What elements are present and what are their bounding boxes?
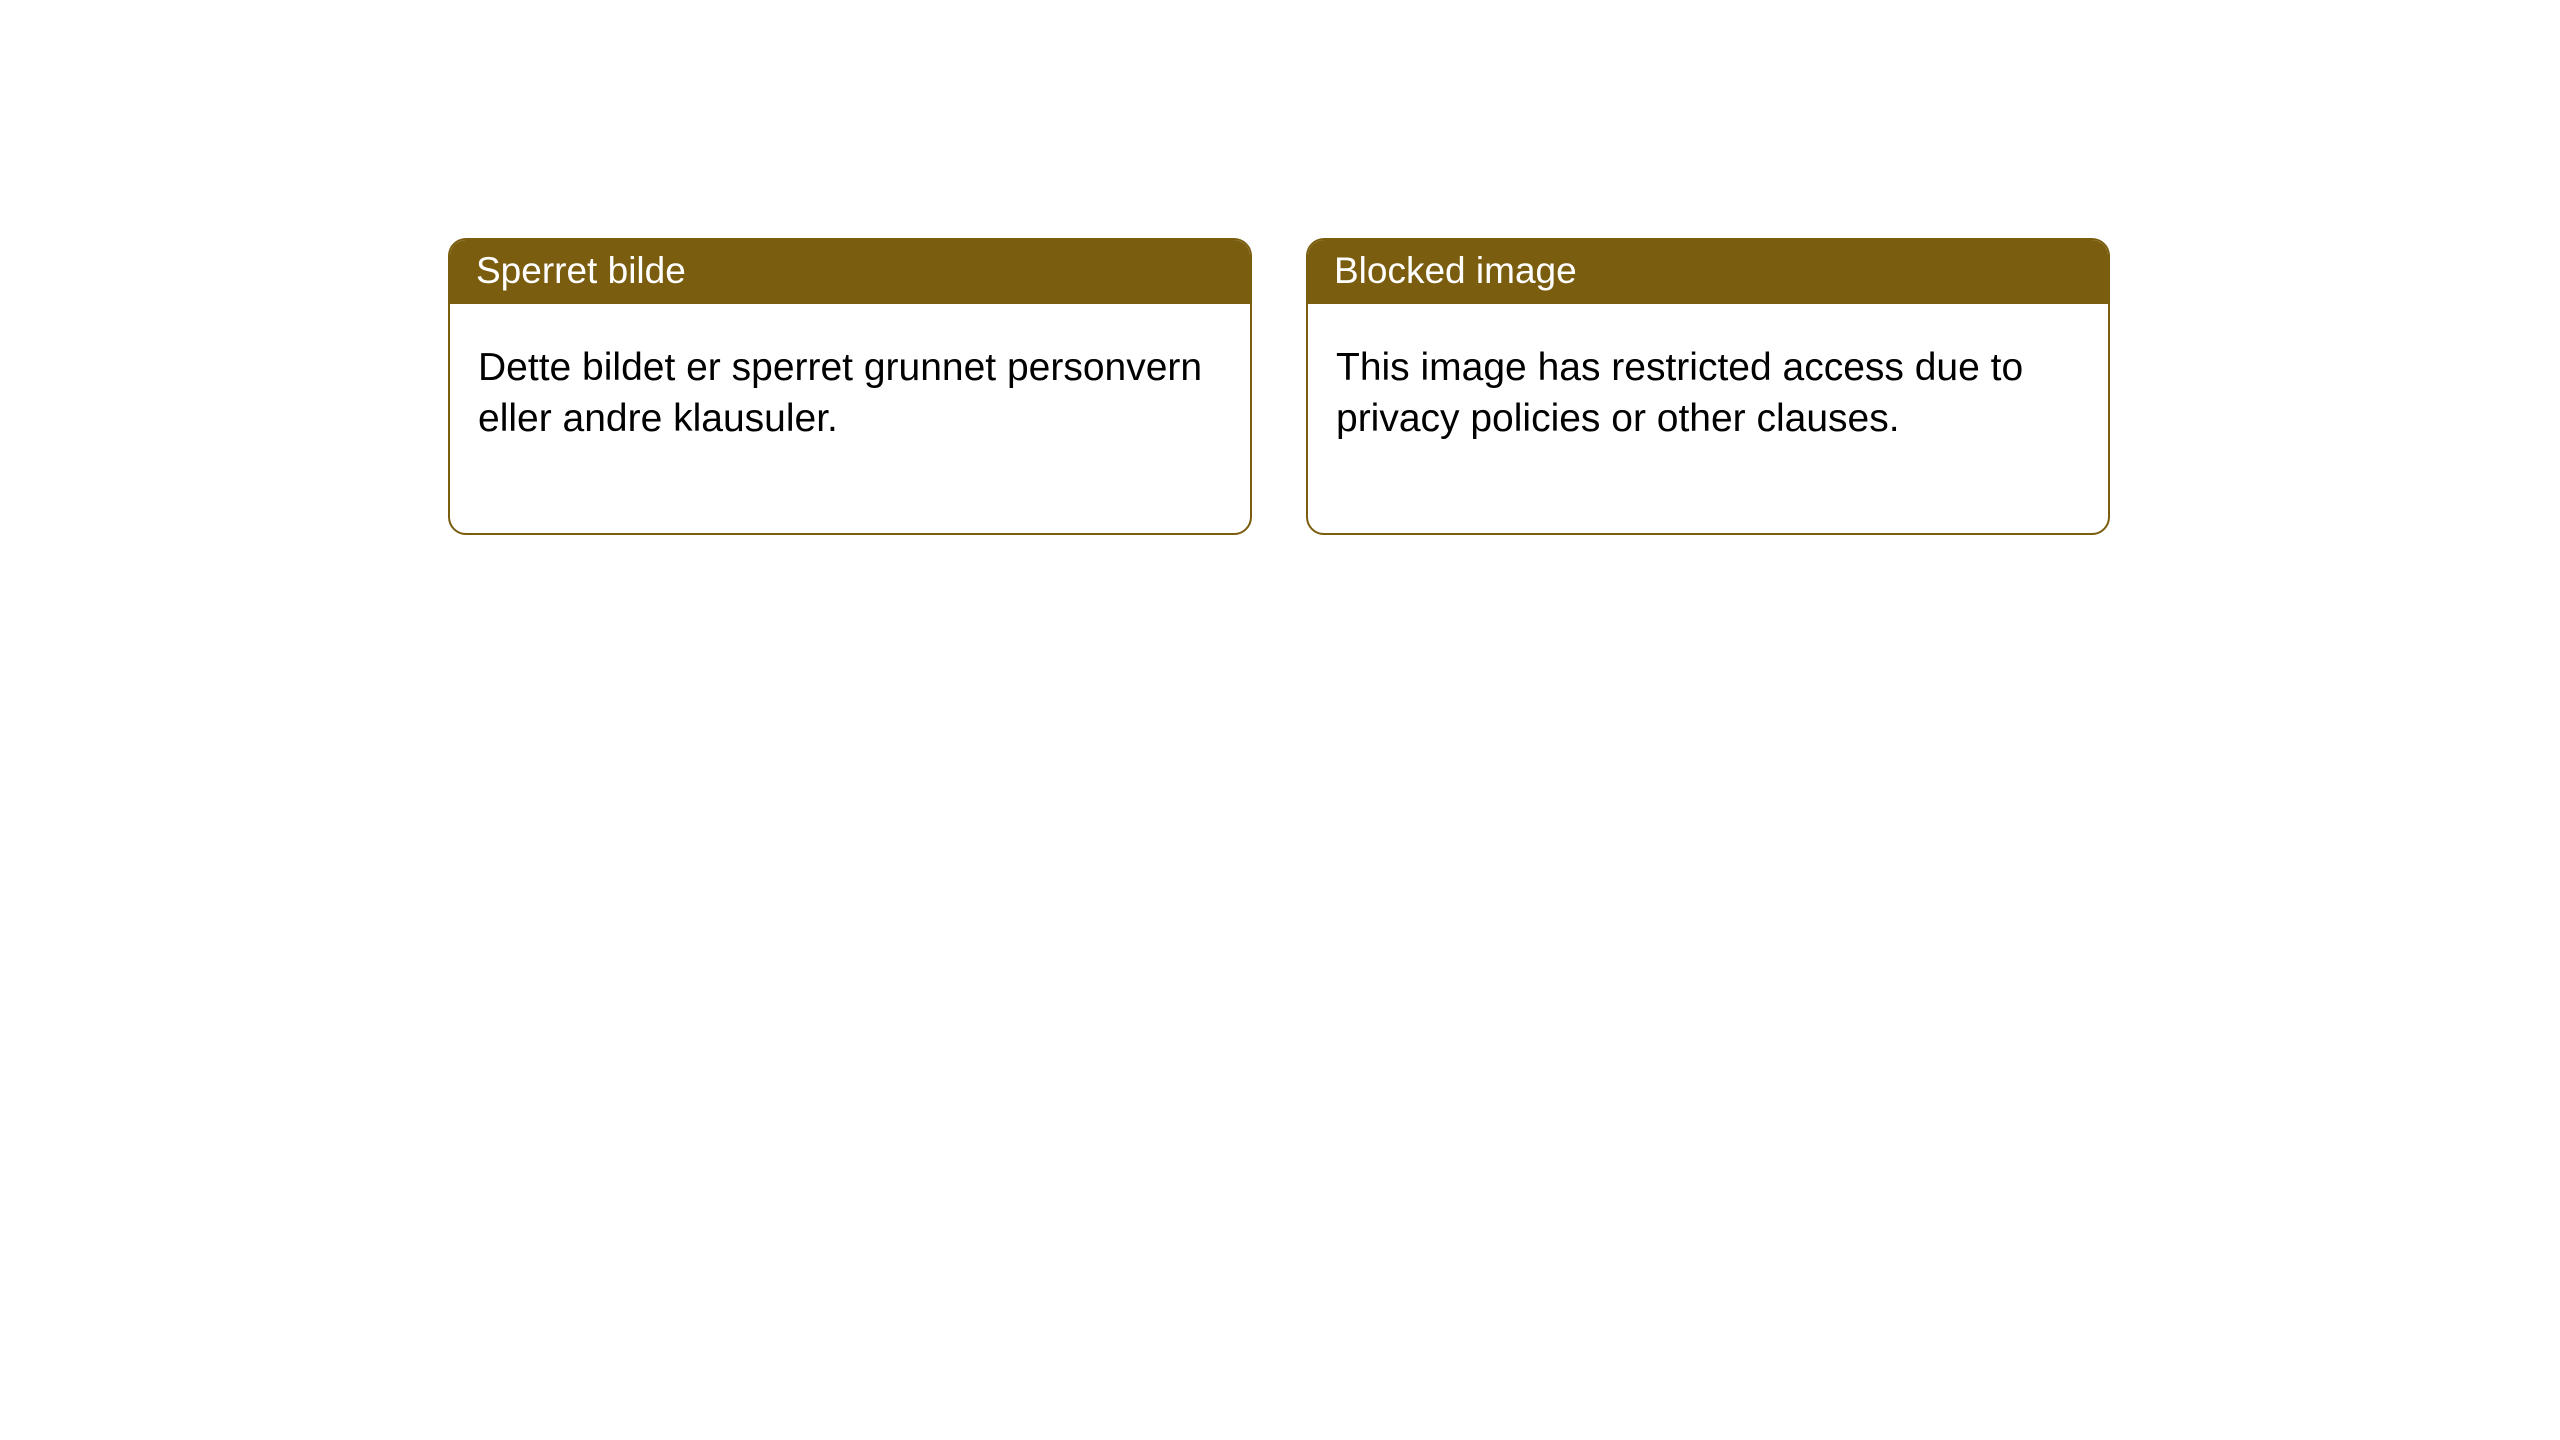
notice-body-text: This image has restricted access due to … (1308, 304, 2108, 533)
notice-container: Sperret bilde Dette bildet er sperret gr… (0, 0, 2560, 535)
notice-card-english: Blocked image This image has restricted … (1306, 238, 2110, 535)
notice-body-text: Dette bildet er sperret grunnet personve… (450, 304, 1250, 533)
notice-title: Sperret bilde (450, 240, 1250, 304)
notice-card-norwegian: Sperret bilde Dette bildet er sperret gr… (448, 238, 1252, 535)
notice-title: Blocked image (1308, 240, 2108, 304)
